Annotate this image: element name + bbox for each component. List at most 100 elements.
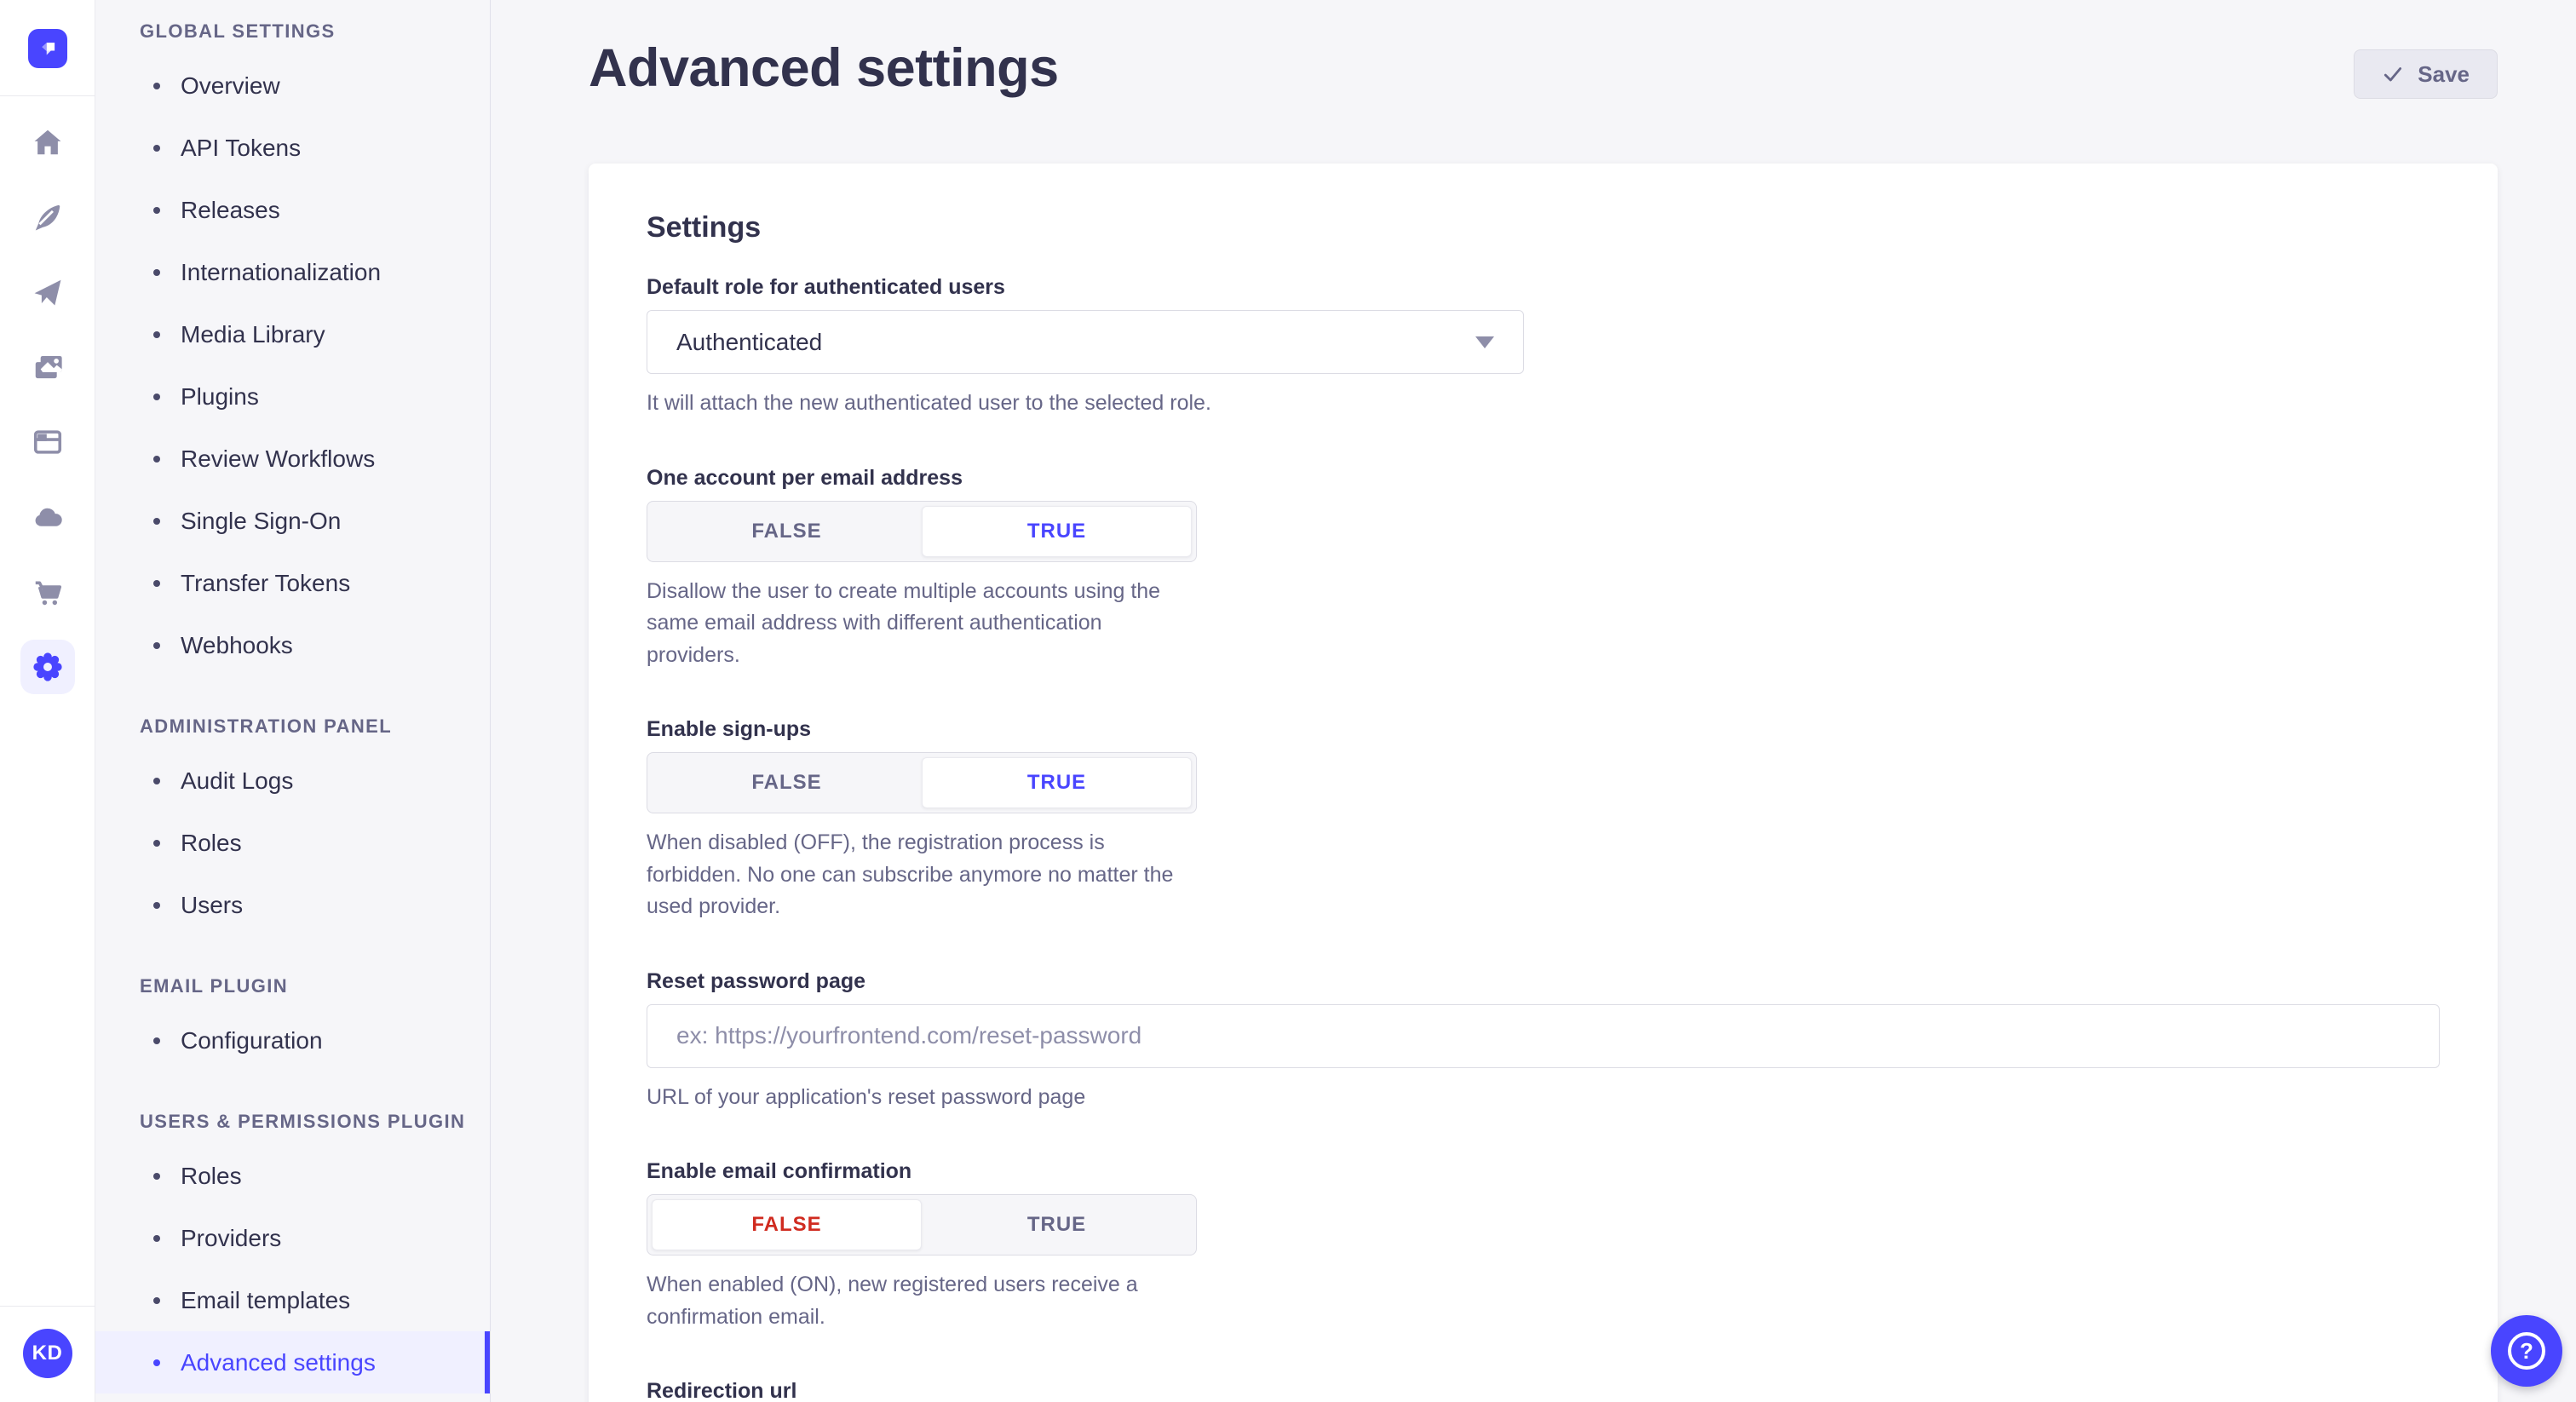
sidebar-item-webhooks[interactable]: Webhooks: [95, 614, 490, 676]
home-icon[interactable]: [20, 115, 75, 170]
content-manager-icon[interactable]: [20, 190, 75, 244]
strapi-logo-icon: [41, 43, 55, 55]
content-type-builder-icon[interactable]: [20, 415, 75, 469]
sidebar-item-label: Transfer Tokens: [181, 569, 351, 596]
media-library-icon[interactable]: [20, 340, 75, 394]
subnav-section-admin-panel: ADMINISTRATION PANEL Audit Logs Roles Us…: [95, 709, 490, 936]
sidebar-item-label: Review Workflows: [181, 445, 376, 472]
email-confirmation-toggle[interactable]: FALSE TRUE: [647, 1194, 1197, 1255]
sidebar-item-advanced-settings[interactable]: Advanced settings: [95, 1331, 490, 1393]
user-avatar[interactable]: KD: [22, 1329, 72, 1378]
sidebar-item-label: Releases: [181, 196, 280, 223]
sidebar-item-label: Roles: [181, 829, 242, 856]
release-plane-icon[interactable]: [20, 265, 75, 319]
rail-bottom: KD: [0, 1306, 95, 1402]
sidebar-item-providers[interactable]: Providers: [95, 1207, 490, 1269]
email-confirmation-true-option[interactable]: TRUE: [922, 1199, 1192, 1250]
main-nav-rail: KD: [0, 0, 95, 1402]
sidebar-item-transfer-tokens[interactable]: Transfer Tokens: [95, 552, 490, 614]
sidebar-item-single-sign-on[interactable]: Single Sign-On: [95, 490, 490, 552]
bullet-icon: [153, 839, 160, 847]
sidebar-item-review-workflows[interactable]: Review Workflows: [95, 428, 490, 490]
field-enable-signups: Enable sign-ups FALSE TRUE When disabled…: [647, 717, 2440, 923]
settings-subnav: GLOBAL SETTINGS Overview API Tokens Rele…: [95, 0, 491, 1402]
email-confirmation-hint: When enabled (ON), new registered users …: [647, 1273, 1138, 1329]
sidebar-item-up-roles[interactable]: Roles: [95, 1145, 490, 1207]
rail-divider: [0, 95, 95, 96]
bullet-icon: [153, 641, 160, 649]
strapi-logo[interactable]: [27, 29, 67, 68]
sidebar-item-label: Audit Logs: [181, 767, 294, 794]
subnav-section-users-permissions: USERS & PERMISSIONS PLUGIN Roles Provide…: [95, 1104, 490, 1393]
field-reset-password: Reset password page URL of your applicat…: [647, 969, 2440, 1114]
bullet-icon: [153, 901, 160, 909]
sidebar-item-audit-logs[interactable]: Audit Logs: [95, 750, 490, 812]
subnav-section-global: GLOBAL SETTINGS Overview API Tokens Rele…: [95, 14, 490, 676]
enable-signups-true-option[interactable]: TRUE: [922, 757, 1192, 808]
bullet-icon: [153, 777, 160, 784]
rail-nav: [20, 96, 75, 694]
page-header: Advanced settings Save: [589, 0, 2498, 99]
sidebar-item-media-library[interactable]: Media Library: [95, 303, 490, 365]
bullet-icon: [153, 1359, 160, 1366]
save-button[interactable]: Save: [2354, 49, 2498, 99]
sidebar-item-label: Providers: [181, 1224, 282, 1251]
sidebar-item-admin-roles[interactable]: Roles: [95, 812, 490, 874]
one-account-true-option[interactable]: TRUE: [922, 505, 1192, 557]
section-label: EMAIL PLUGIN: [140, 975, 289, 997]
bullet-icon: [153, 1037, 160, 1044]
one-account-false-option[interactable]: FALSE: [652, 506, 922, 557]
settings-gear-icon[interactable]: [20, 640, 75, 694]
checkmark-icon: [2384, 67, 2402, 82]
help-button[interactable]: ?: [2491, 1315, 2562, 1387]
bullet-icon: [153, 330, 160, 338]
default-role-select[interactable]: Authenticated: [647, 310, 1524, 374]
sidebar-item-label: Roles: [181, 1162, 242, 1189]
sidebar-item-label: Users: [181, 891, 244, 918]
one-account-toggle[interactable]: FALSE TRUE: [647, 500, 1197, 562]
sidebar-item-releases[interactable]: Releases: [95, 179, 490, 241]
marketplace-cart-icon[interactable]: [20, 565, 75, 619]
field-email-confirmation: Enable email confirmation FALSE TRUE Whe…: [647, 1159, 2440, 1333]
page-title: Advanced settings: [589, 38, 1059, 98]
section-label: ADMINISTRATION PANEL: [140, 715, 393, 737]
main-content: Advanced settings Save Settings Default …: [491, 0, 2576, 1402]
sidebar-item-label: Internationalization: [181, 258, 382, 285]
enable-signups-toggle[interactable]: FALSE TRUE: [647, 752, 1197, 813]
bullet-icon: [153, 268, 160, 276]
sidebar-item-internationalization[interactable]: Internationalization: [95, 241, 490, 303]
bullet-icon: [153, 206, 160, 214]
default-role-value: Authenticated: [676, 328, 823, 355]
bullet-icon: [153, 82, 160, 89]
enable-signups-false-option[interactable]: FALSE: [652, 757, 922, 808]
email-confirmation-false-option[interactable]: FALSE: [652, 1199, 922, 1250]
save-button-label: Save: [2418, 60, 2470, 87]
sidebar-item-api-tokens[interactable]: API Tokens: [95, 117, 490, 179]
one-account-hint: Disallow the user to create multiple acc…: [647, 578, 1161, 667]
sidebar-item-email-configuration[interactable]: Configuration: [95, 1009, 490, 1072]
field-one-account: One account per email address FALSE TRUE…: [647, 466, 2440, 672]
field-redirection-url: Redirection url: [647, 1379, 2440, 1402]
default-role-hint: It will attach the new authenticated use…: [647, 391, 1211, 415]
email-confirmation-label: Enable email confirmation: [647, 1159, 912, 1183]
cloud-icon[interactable]: [20, 490, 75, 544]
bullet-icon: [153, 1234, 160, 1242]
section-label: GLOBAL SETTINGS: [140, 20, 336, 42]
reset-password-label: Reset password page: [647, 968, 866, 993]
sidebar-item-email-templates[interactable]: Email templates: [95, 1269, 490, 1331]
enable-signups-label: Enable sign-ups: [647, 717, 812, 741]
sidebar-item-label: Media Library: [181, 320, 325, 348]
reset-password-input[interactable]: [647, 1003, 2440, 1068]
sidebar-item-label: Plugins: [181, 382, 259, 410]
sidebar-item-plugins[interactable]: Plugins: [95, 365, 490, 428]
bullet-icon: [153, 455, 160, 463]
reset-password-hint: URL of your application's reset password…: [647, 1084, 1086, 1109]
sidebar-item-label: Overview: [181, 72, 280, 99]
sidebar-item-overview[interactable]: Overview: [95, 55, 490, 117]
sidebar-item-label: Email templates: [181, 1286, 351, 1313]
bullet-icon: [153, 144, 160, 152]
settings-card: Settings Default role for authenticated …: [589, 164, 2498, 1402]
sidebar-item-admin-users[interactable]: Users: [95, 874, 490, 936]
question-mark-icon: ?: [2508, 1332, 2545, 1370]
sidebar-item-label: Single Sign-On: [181, 507, 342, 534]
